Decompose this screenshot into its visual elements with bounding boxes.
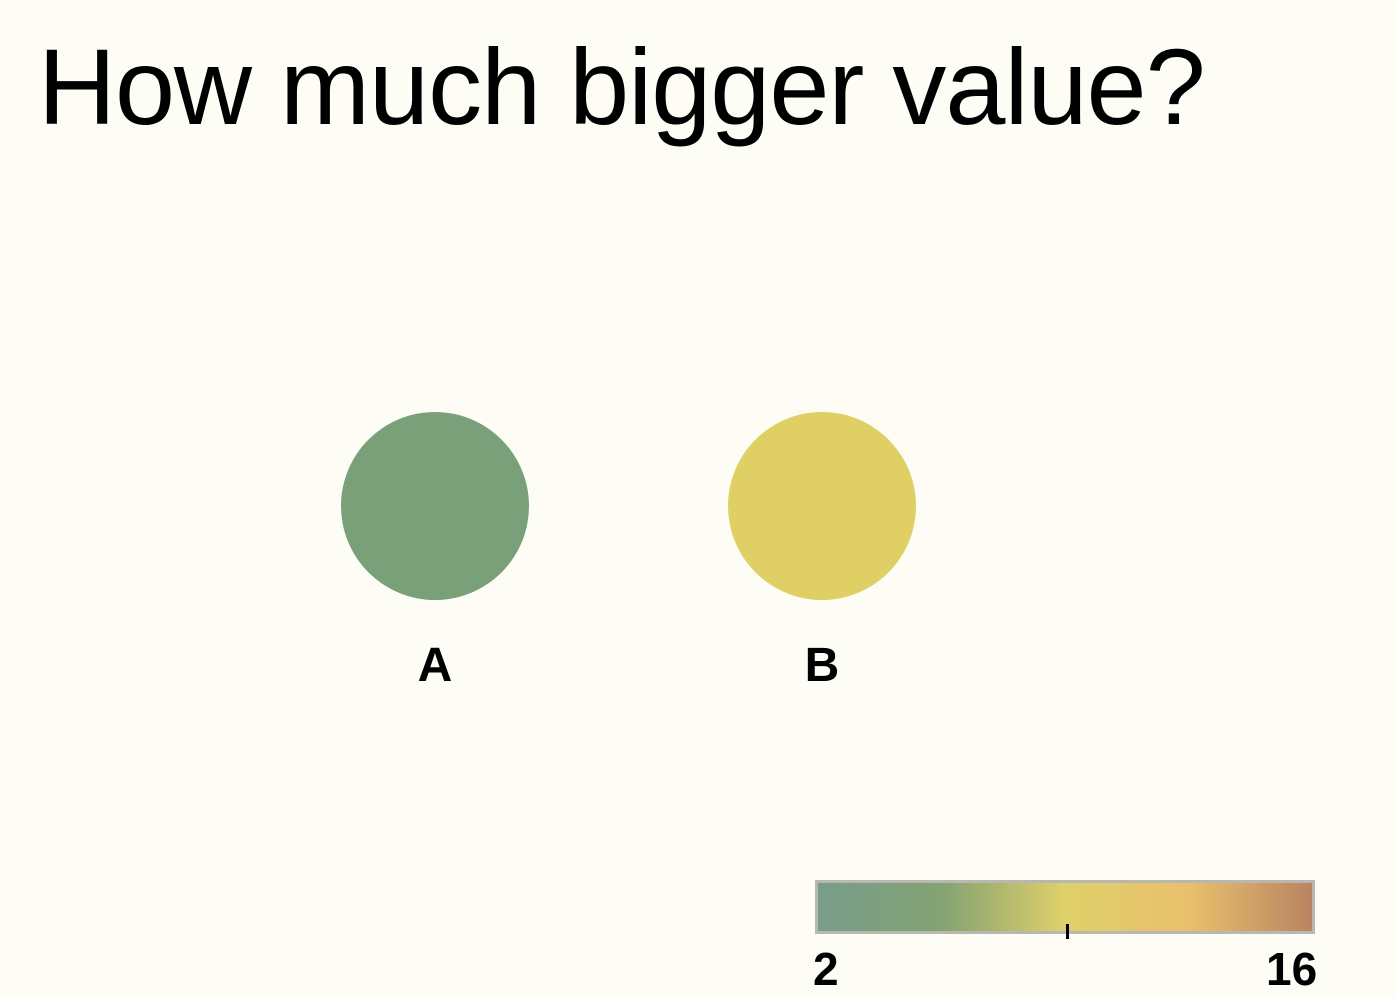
color-scale-min-label: 2	[813, 943, 839, 995]
color-scale-marker	[1066, 924, 1069, 939]
circle-a-label: A	[417, 639, 453, 692]
circle-a	[341, 412, 529, 600]
color-scale-bar	[815, 880, 1315, 934]
color-scale-max-label: 16	[1266, 943, 1318, 995]
question-title: How much bigger value?	[38, 26, 1206, 147]
circle-b-label: B	[804, 639, 840, 692]
circle-b	[728, 412, 916, 600]
